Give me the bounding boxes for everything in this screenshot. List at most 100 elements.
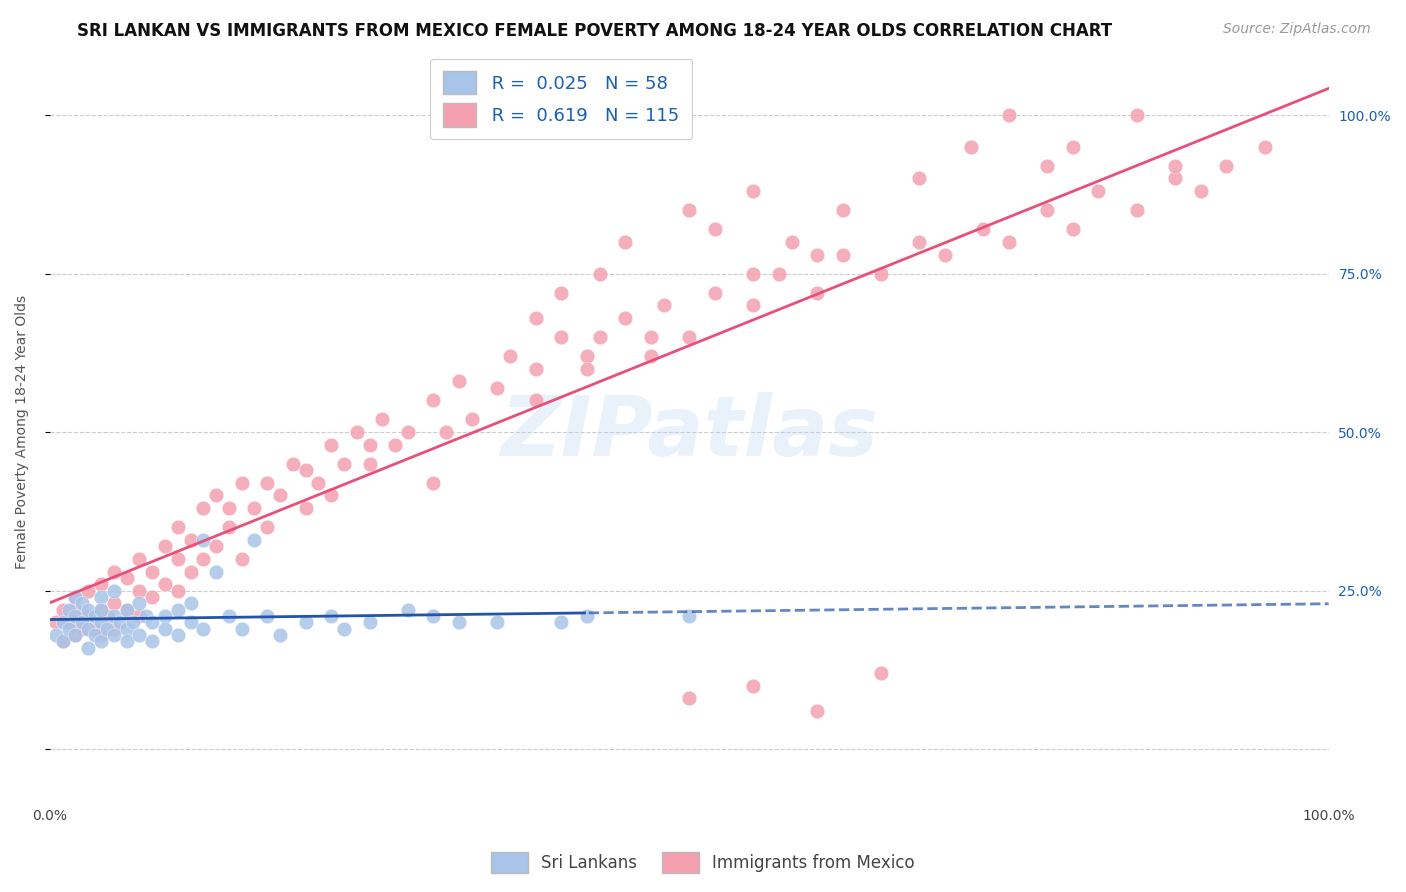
Point <box>45 615 67 630</box>
Point <box>831 203 853 218</box>
Point <box>269 628 291 642</box>
Point <box>52 602 75 616</box>
Point <box>422 608 444 623</box>
Point <box>128 608 150 623</box>
Point <box>83 622 105 636</box>
Point <box>768 267 790 281</box>
Point <box>678 608 700 623</box>
Point <box>524 361 547 376</box>
Point <box>77 622 100 636</box>
Point <box>640 330 662 344</box>
Point <box>371 412 394 426</box>
Point <box>640 349 662 363</box>
Point <box>128 583 150 598</box>
Point <box>141 590 163 604</box>
Point <box>65 590 87 604</box>
Point <box>1062 222 1084 236</box>
Point <box>422 393 444 408</box>
Point <box>70 596 93 610</box>
Point <box>384 438 406 452</box>
Point <box>269 488 291 502</box>
Point <box>346 425 368 439</box>
Point <box>52 615 75 630</box>
Point <box>550 285 572 300</box>
Point <box>103 628 125 642</box>
Point <box>806 247 828 261</box>
Point <box>831 247 853 261</box>
Point <box>70 622 93 636</box>
Point <box>1126 203 1149 218</box>
Point <box>77 608 100 623</box>
Point <box>396 425 419 439</box>
Text: SRI LANKAN VS IMMIGRANTS FROM MEXICO FEMALE POVERTY AMONG 18-24 YEAR OLDS CORREL: SRI LANKAN VS IMMIGRANTS FROM MEXICO FEM… <box>77 22 1112 40</box>
Point <box>1036 203 1059 218</box>
Point <box>461 412 484 426</box>
Point <box>333 622 356 636</box>
Point <box>256 475 278 490</box>
Point <box>870 267 893 281</box>
Point <box>550 330 572 344</box>
Point <box>1215 159 1237 173</box>
Point <box>77 640 100 655</box>
Point <box>90 590 112 604</box>
Point <box>589 330 612 344</box>
Point <box>998 108 1021 122</box>
Point <box>103 622 125 636</box>
Point <box>70 615 93 630</box>
Point <box>193 501 215 516</box>
Point <box>908 235 931 249</box>
Point <box>65 628 87 642</box>
Point <box>678 691 700 706</box>
Point <box>166 602 188 616</box>
Point <box>434 425 457 439</box>
Point <box>256 608 278 623</box>
Point <box>166 520 188 534</box>
Point <box>447 374 470 388</box>
Point <box>243 533 266 547</box>
Point <box>179 565 201 579</box>
Point <box>96 608 118 623</box>
Point <box>1164 171 1187 186</box>
Text: ZIPatlas: ZIPatlas <box>501 392 879 473</box>
Point <box>218 501 240 516</box>
Point <box>153 608 176 623</box>
Point <box>108 615 131 630</box>
Point <box>742 184 765 198</box>
Point <box>321 608 343 623</box>
Point <box>83 628 105 642</box>
Point <box>153 622 176 636</box>
Point <box>294 463 316 477</box>
Point <box>1062 139 1084 153</box>
Point <box>141 565 163 579</box>
Legend:  R =  0.025   N = 58,  R =  0.619   N = 115: R = 0.025 N = 58, R = 0.619 N = 115 <box>430 59 692 139</box>
Point <box>218 608 240 623</box>
Point <box>359 438 381 452</box>
Point <box>614 310 637 325</box>
Point <box>115 602 138 616</box>
Point <box>486 381 509 395</box>
Point <box>243 501 266 516</box>
Point <box>972 222 994 236</box>
Point <box>294 615 316 630</box>
Point <box>193 622 215 636</box>
Point <box>359 615 381 630</box>
Point <box>1126 108 1149 122</box>
Point <box>524 393 547 408</box>
Point <box>128 596 150 610</box>
Point <box>959 139 981 153</box>
Point <box>806 704 828 718</box>
Point <box>179 533 201 547</box>
Point <box>678 203 700 218</box>
Point <box>153 539 176 553</box>
Point <box>115 602 138 616</box>
Point <box>141 634 163 648</box>
Point <box>103 596 125 610</box>
Point <box>45 628 67 642</box>
Point <box>90 634 112 648</box>
Point <box>65 590 87 604</box>
Text: Source: ZipAtlas.com: Source: ZipAtlas.com <box>1223 22 1371 37</box>
Point <box>307 475 329 490</box>
Point <box>294 501 316 516</box>
Point <box>205 488 228 502</box>
Point <box>806 285 828 300</box>
